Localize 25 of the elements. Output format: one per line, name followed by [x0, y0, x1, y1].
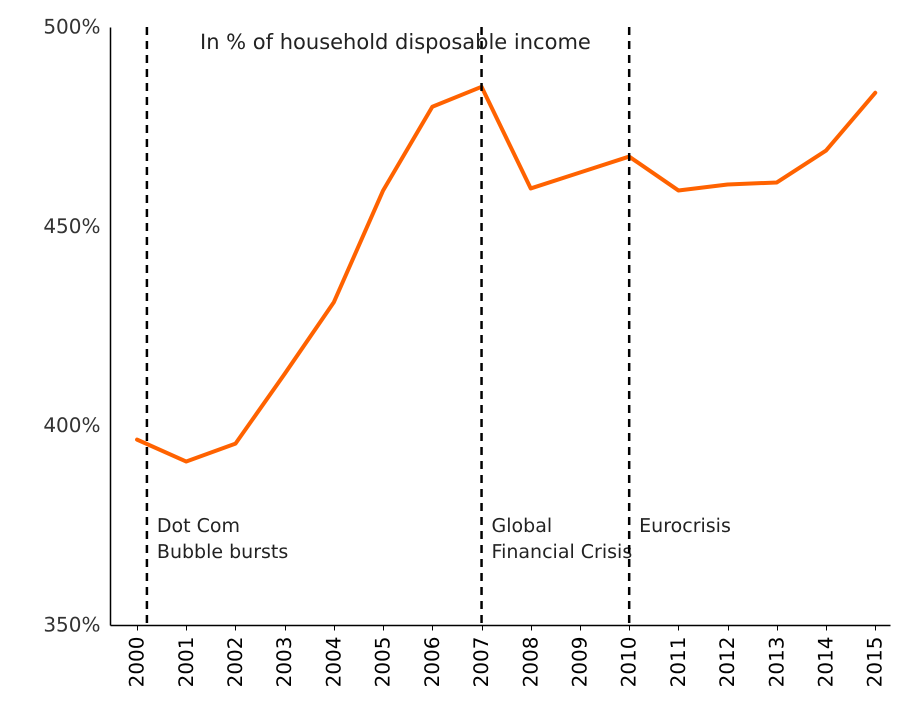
- x-tick-label: 2007: [469, 636, 494, 688]
- x-tick-label: 2010: [616, 636, 641, 688]
- x-tick-label: 2003: [272, 636, 296, 688]
- x-tick-label: 2011: [666, 636, 690, 688]
- ref-line-label: Dot Com Bubble bursts: [156, 515, 288, 563]
- chart-title: In % of household disposable income: [200, 30, 591, 54]
- x-tick-label: 2014: [814, 636, 838, 688]
- y-tick-label: 400%: [43, 413, 100, 438]
- ref-line-label: Global Financial Crisis: [492, 515, 632, 563]
- y-tick-label: 450%: [43, 214, 100, 238]
- y-tick-label: 350%: [43, 612, 100, 636]
- ref-line-label: Eurocrisis: [639, 515, 731, 537]
- x-tick-label: 2005: [370, 636, 395, 688]
- x-tick-label: 2002: [222, 636, 247, 688]
- line-series: [135, 84, 878, 464]
- x-tick-label: 2000: [124, 636, 149, 688]
- x-tick-label: 2009: [567, 636, 592, 688]
- x-tick-label: 2006: [420, 636, 444, 688]
- x-tick-label: 2012: [715, 636, 740, 688]
- x-tick-label: 2001: [174, 636, 198, 688]
- y-tick-label: 500%: [43, 14, 100, 38]
- x-tick-label: 2015: [862, 636, 887, 688]
- x-tick-label: 2004: [321, 636, 346, 688]
- x-tick-label: 2013: [764, 636, 788, 688]
- x-tick-label: 2008: [518, 636, 542, 688]
